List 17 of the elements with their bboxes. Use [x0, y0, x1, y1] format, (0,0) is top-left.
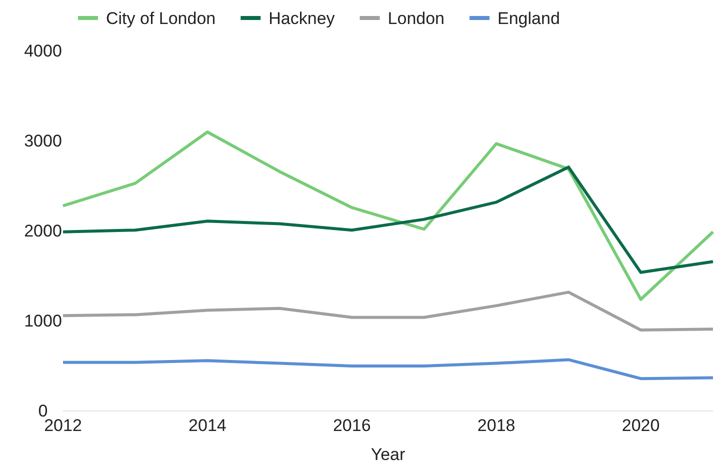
- legend-label: London: [388, 9, 445, 28]
- legend-label: Hackney: [268, 9, 336, 28]
- x-tick-label: 2018: [477, 416, 516, 436]
- y-tick-label: 2000: [24, 221, 62, 240]
- line-series: [62, 358, 714, 380]
- line-series: [62, 166, 714, 274]
- x-tick-label: 2020: [622, 416, 660, 436]
- y-tick-label: 4000: [24, 41, 62, 60]
- line-series: [62, 290, 714, 332]
- x-tick-label: 2014: [188, 416, 226, 436]
- y-tick-label: 3000: [24, 131, 62, 150]
- x-axis-title: Year: [370, 445, 406, 464]
- x-tick-label: 2016: [332, 416, 371, 436]
- legend-label: City of London: [106, 9, 216, 28]
- legend-label: England: [498, 9, 560, 28]
- line-series: [62, 130, 714, 301]
- y-tick-label: 1000: [24, 311, 62, 330]
